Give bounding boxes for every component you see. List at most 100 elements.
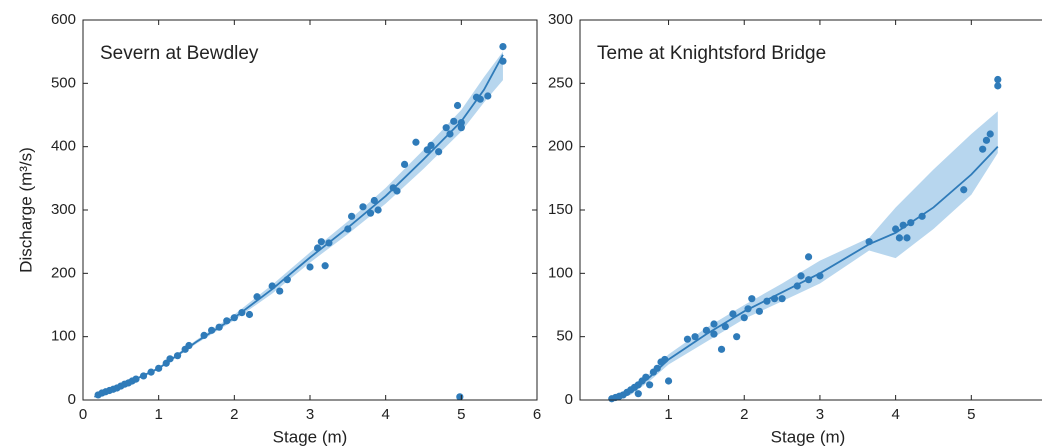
point [412, 138, 420, 146]
point [778, 295, 786, 303]
plot-frame [82, 19, 538, 401]
y-tick-label: 150 [548, 201, 573, 218]
x-tick-label: 2 [740, 406, 748, 423]
point [710, 320, 718, 328]
confidence-band [611, 111, 998, 400]
panel-title: Severn at Bewdley [100, 43, 259, 64]
point [499, 57, 507, 65]
y-tick-label: 300 [548, 11, 573, 28]
point [359, 203, 367, 211]
point [702, 326, 711, 334]
x-tick-label: 1 [154, 406, 162, 423]
point [634, 390, 642, 398]
point [729, 310, 737, 318]
point [139, 372, 148, 380]
point [865, 238, 873, 246]
confidence-band [94, 51, 503, 397]
y-tick-label: 50 [556, 328, 573, 345]
y-tick-label: 200 [548, 138, 573, 155]
point [770, 295, 779, 303]
point [895, 234, 904, 242]
point [400, 160, 409, 168]
point [994, 82, 1002, 90]
point [348, 212, 356, 220]
point [918, 212, 926, 220]
y-axis-label: Discharge (m³/s) [16, 147, 35, 273]
point [238, 309, 246, 317]
y-tick-label: 600 [51, 11, 76, 28]
y-tick-label: 0 [565, 391, 573, 408]
point [245, 310, 254, 319]
point [317, 238, 325, 246]
point [230, 314, 238, 322]
point [435, 148, 443, 156]
x-tick-label: 3 [306, 406, 314, 423]
point [721, 322, 729, 331]
y-tick-label: 100 [51, 328, 76, 345]
point [982, 136, 991, 144]
point [450, 117, 458, 125]
point [370, 196, 378, 205]
point [325, 239, 333, 247]
x-tick-label: 5 [967, 406, 975, 423]
point [979, 145, 987, 153]
fit-line [611, 146, 999, 401]
point [642, 373, 650, 381]
y-tick-label: 200 [51, 264, 76, 281]
point [816, 272, 824, 280]
point [366, 209, 375, 217]
point [457, 119, 465, 127]
x-tick-label: 6 [533, 406, 541, 423]
point [744, 305, 752, 313]
point [994, 75, 1002, 84]
x-tick-label: 5 [457, 406, 465, 423]
point [173, 352, 182, 360]
point [374, 206, 382, 214]
point [717, 345, 726, 353]
point [960, 186, 968, 194]
point [740, 314, 748, 322]
point [344, 225, 352, 233]
x-tick-label: 4 [381, 406, 389, 423]
point [208, 326, 216, 334]
x-tick-label: 4 [891, 406, 899, 423]
point [321, 262, 329, 270]
point [276, 287, 284, 295]
fit-line [94, 54, 504, 398]
point [661, 355, 669, 364]
point [899, 221, 907, 229]
x-axis-label: Stage (m) [273, 427, 348, 446]
plot-frame [579, 19, 1042, 401]
point [755, 307, 763, 315]
point [442, 124, 450, 132]
y-tick-label: 500 [51, 74, 76, 91]
point [476, 95, 484, 103]
x-tick-label: 1 [664, 406, 672, 423]
y-tick-label: 0 [68, 391, 76, 408]
point [763, 297, 771, 305]
point [499, 43, 507, 51]
point [453, 101, 462, 110]
x-tick-label: 3 [816, 406, 824, 423]
point [223, 317, 231, 325]
point [313, 244, 322, 252]
point [147, 368, 155, 376]
point [691, 333, 699, 341]
point [283, 276, 291, 284]
point [306, 263, 314, 271]
point [892, 225, 900, 233]
point [253, 293, 261, 301]
point [646, 381, 654, 389]
point [986, 130, 994, 138]
point [733, 333, 741, 341]
x-axis-label: Stage (m) [771, 427, 846, 446]
x-tick-label: 2 [230, 406, 238, 423]
point [664, 377, 673, 385]
point [653, 364, 661, 372]
point [268, 282, 276, 290]
y-tick-label: 250 [548, 74, 573, 91]
y-tick-label: 300 [51, 201, 76, 218]
point [185, 341, 193, 350]
point [797, 272, 805, 280]
